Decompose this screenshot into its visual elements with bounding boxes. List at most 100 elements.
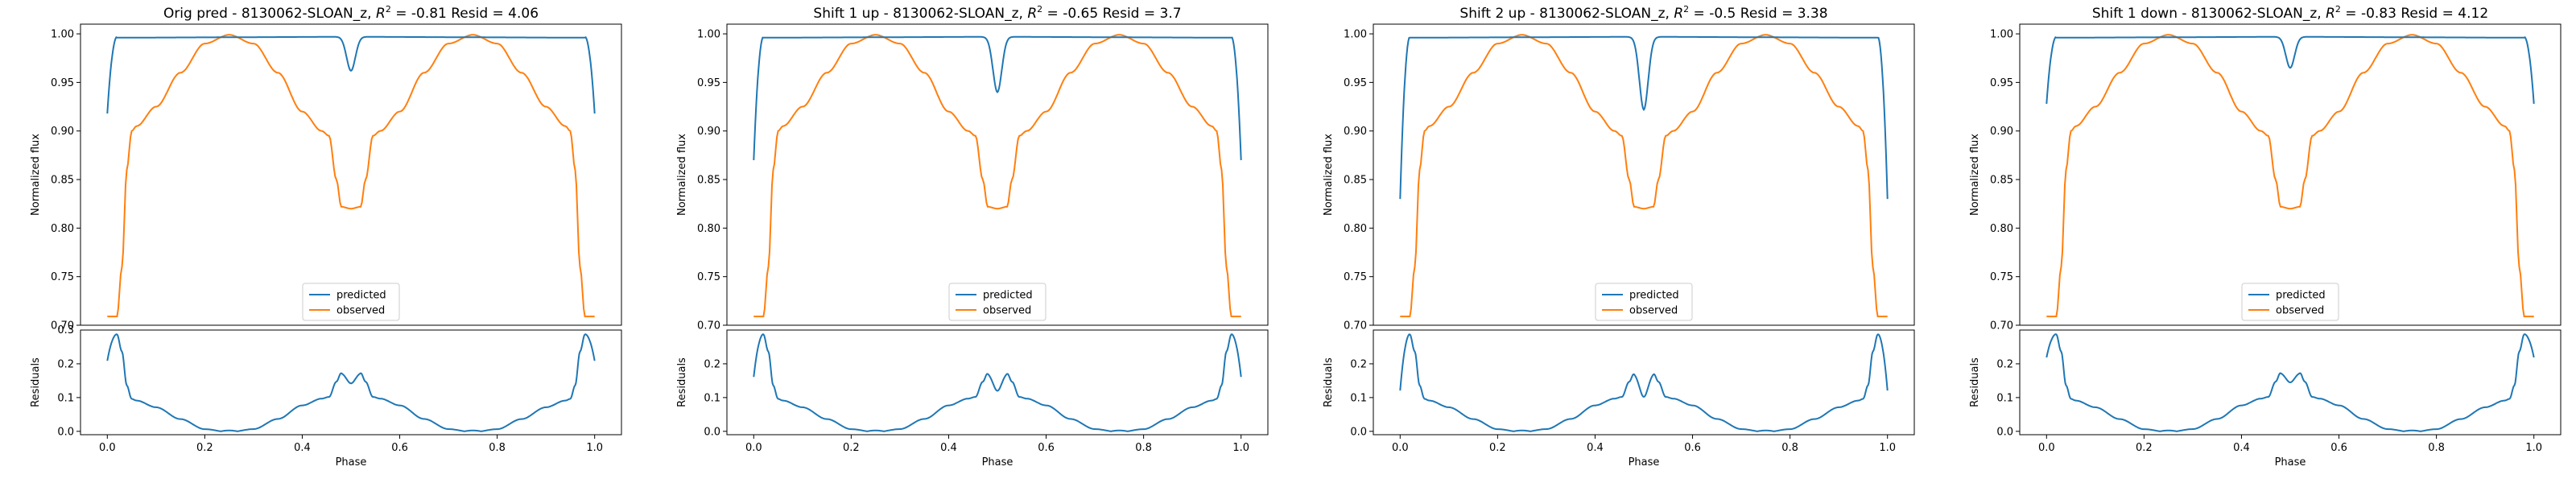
xtick-label: 1.0 [2525, 442, 2542, 454]
xtick-label: 0.4 [940, 442, 957, 454]
xtick-label: 1.0 [586, 442, 603, 454]
top-ytick-label: 0.85 [1344, 175, 1367, 187]
xtick-label: 0.6 [1038, 442, 1055, 454]
bottom-xlabel: Phase [2275, 456, 2306, 469]
chart-panel-3: Shift 2 up - 8130062-SLOAN_z, R2 = -0.5 … [1323, 4, 1915, 469]
top-ytick-label: 1.00 [697, 29, 720, 41]
predicted-line [753, 35, 1242, 160]
bottom-ytick-label: 0.1 [57, 392, 74, 404]
top-ytick-label: 0.75 [51, 271, 74, 283]
bottom-ylabel: Residuals [1323, 357, 1335, 407]
bottom-ylabel: Residuals [676, 357, 688, 407]
legend-box [948, 283, 1046, 321]
top-ylabel: Normalized flux [1969, 134, 1981, 216]
bottom-xlabel: Phase [982, 456, 1013, 469]
legend-box [2241, 283, 2339, 321]
chart-panel-2: Shift 1 up - 8130062-SLOAN_z, R2 = -0.65… [676, 4, 1269, 469]
legend-predicted-label: predicted [1629, 290, 1679, 302]
top-ytick-label: 0.95 [1990, 77, 2013, 89]
bottom-axes-frame [1373, 329, 1915, 436]
xtick-label: 0.0 [1392, 442, 1409, 454]
title-r2: R [1027, 6, 1037, 22]
residual-line [2046, 333, 2535, 432]
bottom-xlabel: Phase [1629, 456, 1660, 469]
bottom-ytick-label: 0.1 [1350, 392, 1367, 404]
residual-line [106, 333, 596, 432]
legend-observed-label: observed [1629, 305, 1678, 317]
xtick-label: 0.4 [294, 442, 311, 454]
bottom-ytick-label: 0.1 [1996, 392, 2013, 404]
observed-line [1400, 34, 1888, 318]
xtick-label: 0.4 [1587, 442, 1604, 454]
legend-predicted-label: predicted [983, 290, 1033, 302]
top-ytick-label: 1.00 [1990, 29, 2013, 41]
title-r2-sup: 2 [1683, 4, 1689, 14]
top-ylabel: Normalized flux [1323, 134, 1335, 216]
top-ytick-label: 0.80 [1990, 223, 2013, 235]
bottom-axes-frame [2019, 329, 2562, 436]
legend-observed-label: observed [983, 305, 1031, 317]
residual-line [753, 333, 1242, 432]
xtick-label: 1.0 [1232, 442, 1249, 454]
chart-panel-4: Shift 1 down - 8130062-SLOAN_z, R2 = -0.… [1969, 4, 2562, 469]
top-axes-frame [726, 23, 1269, 326]
title-suffix: = -0.83 Resid = 4.12 [2341, 6, 2488, 22]
observed-line [753, 34, 1241, 318]
legend-box [302, 283, 400, 321]
top-ytick-label: 0.95 [1344, 77, 1367, 89]
chart-title: Shift 1 down - 8130062-SLOAN_z, R2 = -0.… [2092, 4, 2488, 22]
title-r2: R [1674, 6, 1683, 22]
legend-observed-label: observed [2276, 305, 2324, 317]
xtick-label: 0.2 [1489, 442, 1506, 454]
top-ytick-label: 0.85 [51, 175, 74, 187]
observed-line [2046, 34, 2534, 318]
top-ytick-label: 0.80 [697, 223, 720, 235]
legend-box [1595, 283, 1693, 321]
xtick-label: 0.0 [745, 442, 762, 454]
bottom-ytick-label: 0.0 [1996, 426, 2013, 438]
top-ytick-label: 0.90 [697, 126, 720, 138]
title-prefix: Shift 2 up - 8130062-SLOAN_z, [1459, 6, 1674, 22]
top-ytick-label: 0.75 [1344, 271, 1367, 283]
bottom-ytick-label: 0.2 [1996, 358, 2013, 370]
xtick-label: 0.6 [2330, 442, 2347, 454]
top-ytick-label: 0.90 [1344, 126, 1367, 138]
xtick-label: 0.4 [2233, 442, 2250, 454]
xtick-label: 0.8 [489, 442, 506, 454]
top-ytick-label: 0.75 [697, 271, 720, 283]
xtick-label: 0.0 [2038, 442, 2055, 454]
chart-title: Shift 2 up - 8130062-SLOAN_z, R2 = -0.5 … [1459, 4, 1827, 22]
xtick-label: 0.8 [2428, 442, 2445, 454]
top-ytick-label: 0.80 [1344, 223, 1367, 235]
xtick-label: 0.8 [1781, 442, 1798, 454]
top-ytick-label: 0.95 [697, 77, 720, 89]
title-prefix: Orig pred - 8130062-SLOAN_z, [163, 6, 376, 22]
title-suffix: = -0.65 Resid = 3.7 [1042, 6, 1181, 22]
title-r2-sup: 2 [1037, 4, 1042, 14]
bottom-ytick-label: 0.1 [704, 392, 720, 404]
xtick-label: 0.6 [1684, 442, 1701, 454]
top-ytick-label: 0.95 [51, 77, 74, 89]
bottom-top-tick-label: 0.3 [57, 324, 74, 336]
title-r2: R [2326, 6, 2335, 22]
top-ytick-label: 0.70 [697, 320, 720, 332]
top-ylabel: Normalized flux [30, 134, 42, 216]
bottom-axes-frame [80, 329, 622, 436]
xtick-label: 0.6 [391, 442, 408, 454]
bottom-ytick-label: 0.0 [704, 426, 720, 438]
top-ytick-label: 0.70 [1990, 320, 2013, 332]
bottom-ytick-label: 0.2 [57, 358, 74, 370]
top-ytick-label: 0.90 [51, 126, 74, 138]
bottom-ytick-label: 0.0 [1350, 426, 1367, 438]
xtick-label: 1.0 [1879, 442, 1896, 454]
top-axes-frame [2019, 23, 2562, 326]
xtick-label: 0.0 [99, 442, 116, 454]
title-r2-sup: 2 [2335, 4, 2341, 14]
top-axes-frame [1373, 23, 1915, 326]
top-ytick-label: 1.00 [51, 29, 74, 41]
title-prefix: Shift 1 up - 8130062-SLOAN_z, [813, 6, 1027, 22]
title-prefix: Shift 1 down - 8130062-SLOAN_z, [2092, 6, 2326, 22]
title-r2-sup: 2 [386, 4, 391, 14]
bottom-xlabel: Phase [336, 456, 367, 469]
